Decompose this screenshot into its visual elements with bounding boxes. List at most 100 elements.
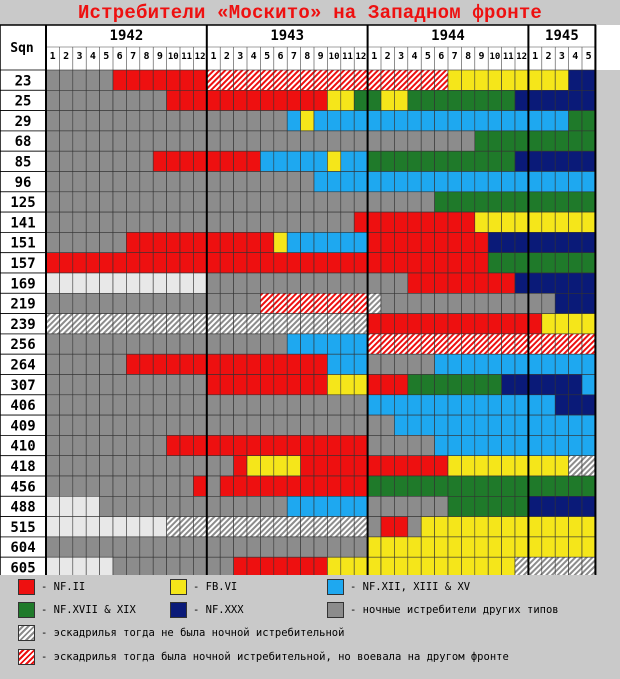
month-cell <box>139 150 154 172</box>
month-cell <box>193 232 208 253</box>
month-cell <box>420 171 435 193</box>
month-cell <box>340 536 355 558</box>
month-cell <box>126 394 141 416</box>
month-cell <box>407 353 422 375</box>
month-cell <box>420 374 435 396</box>
month-cell <box>327 252 342 274</box>
month-cell <box>353 252 368 274</box>
month-cell <box>340 435 355 456</box>
month-cell <box>568 90 583 111</box>
month-cell <box>126 191 141 213</box>
month-cell <box>501 516 516 538</box>
month-cell <box>193 110 208 132</box>
month-cell <box>501 272 516 294</box>
month-cell <box>126 475 141 497</box>
month-cell <box>260 495 275 517</box>
month-cell <box>528 414 543 436</box>
month-cell <box>501 292 516 314</box>
month-cell <box>541 272 556 294</box>
month-label: 5 <box>103 51 109 62</box>
month-cell <box>260 232 275 253</box>
month-cell <box>581 171 596 193</box>
month-cell <box>193 171 208 193</box>
month-cell <box>246 516 261 538</box>
month-cell <box>206 475 221 497</box>
month-cell <box>99 333 114 355</box>
month-cell <box>206 516 221 538</box>
month-cell <box>487 414 502 436</box>
month-cell <box>367 536 382 558</box>
month-cell <box>99 292 114 314</box>
month-cell <box>300 232 315 253</box>
month-cell <box>528 150 543 172</box>
month-cell <box>353 191 368 213</box>
month-cell <box>59 292 74 314</box>
month-cell <box>193 292 208 314</box>
month-cell <box>340 69 355 91</box>
month-cell <box>286 90 301 111</box>
month-cell <box>219 516 234 538</box>
month-cell <box>420 516 435 538</box>
month-cell <box>152 90 167 111</box>
month-cell <box>206 110 221 132</box>
month-cell <box>99 353 114 375</box>
month-cell <box>434 69 449 91</box>
month-cell <box>474 516 489 538</box>
month-cell <box>166 516 181 538</box>
month-cell <box>126 272 141 294</box>
month-cell <box>99 171 114 193</box>
month-cell <box>340 150 355 172</box>
month-cell <box>72 130 87 152</box>
month-cell <box>152 292 167 314</box>
month-cell <box>554 211 569 233</box>
month-label: 2 <box>224 51 230 62</box>
month-cell <box>474 211 489 233</box>
month-cell <box>139 333 154 355</box>
month-label: 3 <box>76 51 82 62</box>
month-cell <box>260 536 275 558</box>
month-cell <box>394 292 409 314</box>
month-cell <box>260 374 275 396</box>
legend-swatch <box>18 602 35 618</box>
month-cell <box>260 475 275 497</box>
month-cell <box>501 130 516 152</box>
month-cell <box>394 435 409 456</box>
month-cell <box>528 353 543 375</box>
month-cell <box>85 333 100 355</box>
month-cell <box>461 536 476 558</box>
month-label: 7 <box>452 51 458 62</box>
month-label: 1 <box>532 51 538 62</box>
month-cell <box>501 435 516 456</box>
month-cell <box>420 272 435 294</box>
month-cell <box>59 353 74 375</box>
month-cell <box>327 556 342 575</box>
month-cell <box>554 130 569 152</box>
month-cell <box>461 69 476 91</box>
month-cell <box>206 232 221 253</box>
month-cell <box>72 110 87 132</box>
month-cell <box>501 90 516 111</box>
month-cell <box>233 536 248 558</box>
month-cell <box>286 252 301 274</box>
month-cell <box>514 90 529 111</box>
month-cell <box>474 292 489 314</box>
month-cell <box>394 475 409 497</box>
month-cell <box>300 272 315 294</box>
month-cell <box>179 252 194 274</box>
month-cell <box>581 69 596 91</box>
squadron-label: 96 <box>15 175 32 191</box>
month-cell <box>152 69 167 91</box>
month-cell <box>286 110 301 132</box>
month-cell <box>434 333 449 355</box>
month-cell <box>300 211 315 233</box>
month-cell <box>568 374 583 396</box>
month-cell <box>313 191 328 213</box>
month-cell <box>179 272 194 294</box>
month-cell <box>541 536 556 558</box>
month-cell <box>45 110 60 132</box>
month-cell <box>246 475 261 497</box>
month-cell <box>554 556 569 575</box>
month-cell <box>434 292 449 314</box>
month-cell <box>206 536 221 558</box>
month-cell <box>340 394 355 416</box>
